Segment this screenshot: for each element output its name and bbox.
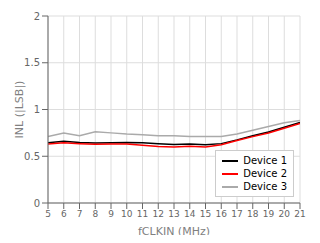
svg-text:18: 18 — [247, 209, 259, 219]
svg-text:2: 2 — [34, 11, 40, 22]
svg-text:INL (|LSB|): INL (|LSB|) — [13, 81, 26, 139]
svg-text:fCLKIN (MHz): fCLKIN (MHz) — [138, 225, 210, 235]
svg-text:20: 20 — [279, 209, 291, 219]
svg-text:8: 8 — [92, 209, 98, 219]
svg-text:11: 11 — [137, 209, 148, 219]
svg-text:10: 10 — [121, 209, 133, 219]
svg-text:15: 15 — [200, 209, 211, 219]
svg-text:21: 21 — [294, 209, 305, 219]
svg-text:0.5: 0.5 — [24, 151, 40, 162]
svg-text:16: 16 — [216, 209, 228, 219]
svg-text:17: 17 — [231, 209, 242, 219]
svg-text:0: 0 — [34, 198, 40, 209]
svg-text:9: 9 — [108, 209, 114, 219]
svg-text:5: 5 — [45, 209, 51, 219]
svg-text:12: 12 — [153, 209, 164, 219]
svg-text:7: 7 — [77, 209, 83, 219]
html-text:Device 1: Device 1 — [243, 155, 287, 166]
svg-text:1: 1 — [34, 104, 40, 115]
svg-text:6: 6 — [61, 209, 67, 219]
svg-text:1.5: 1.5 — [24, 57, 40, 68]
svg-text:14: 14 — [184, 209, 196, 219]
svg-text:19: 19 — [263, 209, 275, 219]
html-text:Device 2: Device 2 — [243, 168, 287, 179]
html-text:Device 3: Device 3 — [243, 181, 287, 192]
svg-text:13: 13 — [168, 209, 179, 219]
